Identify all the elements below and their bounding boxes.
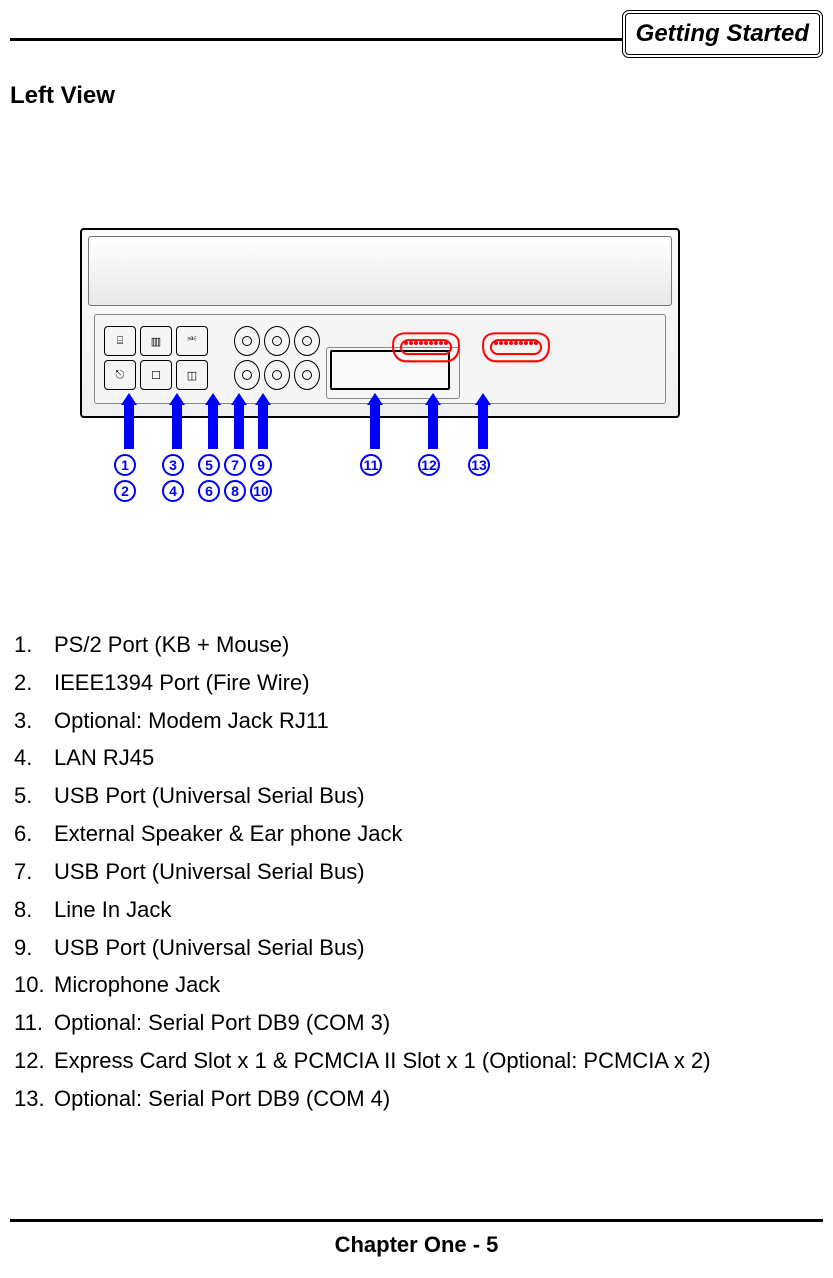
callout-arrow: [208, 403, 218, 449]
port-icon: ☐: [140, 360, 172, 390]
port-icon: ⎋: [104, 360, 136, 390]
list-item: 10.Microphone Jack: [14, 966, 711, 1004]
port-icon: ◫: [176, 360, 208, 390]
list-item-text: PS/2 Port (KB + Mouse): [54, 626, 289, 664]
list-item-number: 9.: [14, 929, 54, 967]
list-item-number: 3.: [14, 702, 54, 740]
serial-port-db9: [482, 332, 550, 362]
audio-jack-icon: [294, 360, 320, 390]
audio-jack-icon: [264, 360, 290, 390]
list-item-text: IEEE1394 Port (Fire Wire): [54, 664, 310, 702]
port-icon: ▥: [140, 326, 172, 356]
list-item-text: Express Card Slot x 1 & PCMCIA II Slot x…: [54, 1042, 711, 1080]
callout-arrow: [234, 403, 244, 449]
callout-arrow: [172, 403, 182, 449]
footer-page-label: Chapter One - 5: [0, 1232, 833, 1258]
list-item-number: 11.: [14, 1004, 54, 1042]
list-item-text: External Speaker & Ear phone Jack: [54, 815, 403, 853]
port-icon: ⎃: [176, 326, 208, 356]
list-item: 11.Optional: Serial Port DB9 (COM 3): [14, 1004, 711, 1042]
list-item: 4.LAN RJ45: [14, 739, 711, 777]
list-item-text: Optional: Modem Jack RJ11: [54, 702, 329, 740]
callout-arrow: [478, 403, 488, 449]
page: Getting Started Left View ⌸ ▥ ⎃ ⎋ ☐ ◫: [0, 0, 833, 1278]
list-item-text: Microphone Jack: [54, 966, 220, 1004]
list-item-text: USB Port (Universal Serial Bus): [54, 929, 365, 967]
callout-number: 3: [162, 454, 184, 476]
callout-arrow: [258, 403, 268, 449]
device-outline: ⌸ ▥ ⎃ ⎋ ☐ ◫: [80, 228, 680, 418]
callout-number: 4: [162, 480, 184, 502]
list-item-number: 13.: [14, 1080, 54, 1118]
list-item-text: Optional: Serial Port DB9 (COM 4): [54, 1080, 390, 1118]
callout-number: 13: [468, 454, 490, 476]
port-list: 1.PS/2 Port (KB + Mouse)2.IEEE1394 Port …: [14, 626, 711, 1118]
callout-number: 11: [360, 454, 382, 476]
header-chapter-label: Getting Started: [622, 10, 823, 58]
section-title: Left View: [10, 82, 115, 110]
callout-number: 1: [114, 454, 136, 476]
list-item: 9.USB Port (Universal Serial Bus): [14, 929, 711, 967]
serial-pins: [404, 341, 448, 353]
footer-rule: [10, 1219, 823, 1222]
callout-number: 12: [418, 454, 440, 476]
callout-number: 7: [224, 454, 246, 476]
list-item-number: 8.: [14, 891, 54, 929]
list-item-text: USB Port (Universal Serial Bus): [54, 777, 365, 815]
list-item-number: 6.: [14, 815, 54, 853]
callout-number: 5: [198, 454, 220, 476]
callout-number: 2: [114, 480, 136, 502]
serial-port-db9: [392, 332, 460, 362]
port-icon-grid: ⌸ ▥ ⎃ ⎋ ☐ ◫: [104, 326, 208, 390]
list-item-number: 4.: [14, 739, 54, 777]
list-item-text: USB Port (Universal Serial Bus): [54, 853, 365, 891]
left-view-diagram: ⌸ ▥ ⎃ ⎋ ☐ ◫: [80, 228, 680, 508]
list-item: 8.Line In Jack: [14, 891, 711, 929]
list-item-number: 12.: [14, 1042, 54, 1080]
device-top-edge: [88, 236, 672, 306]
audio-jack-grid: [234, 326, 320, 390]
list-item: 7.USB Port (Universal Serial Bus): [14, 853, 711, 891]
audio-jack-icon: [234, 326, 260, 356]
audio-jack-icon: [264, 326, 290, 356]
callout-arrow: [428, 403, 438, 449]
list-item-text: Optional: Serial Port DB9 (COM 3): [54, 1004, 390, 1042]
list-item: 12.Express Card Slot x 1 & PCMCIA II Slo…: [14, 1042, 711, 1080]
list-item-text: Line In Jack: [54, 891, 171, 929]
callout-number: 6: [198, 480, 220, 502]
list-item: 13.Optional: Serial Port DB9 (COM 4): [14, 1080, 711, 1118]
callout-number: 10: [250, 480, 272, 502]
serial-pins: [494, 341, 538, 353]
audio-jack-icon: [294, 326, 320, 356]
list-item-number: 1.: [14, 626, 54, 664]
port-icon: ⌸: [104, 326, 136, 356]
callout-arrow: [370, 403, 380, 449]
list-item: 5.USB Port (Universal Serial Bus): [14, 777, 711, 815]
list-item: 2.IEEE1394 Port (Fire Wire): [14, 664, 711, 702]
list-item: 1.PS/2 Port (KB + Mouse): [14, 626, 711, 664]
audio-jack-icon: [234, 360, 260, 390]
list-item: 6.External Speaker & Ear phone Jack: [14, 815, 711, 853]
list-item: 3.Optional: Modem Jack RJ11: [14, 702, 711, 740]
list-item-number: 7.: [14, 853, 54, 891]
list-item-number: 5.: [14, 777, 54, 815]
list-item-text: LAN RJ45: [54, 739, 154, 777]
callout-arrow: [124, 403, 134, 449]
callout-number: 8: [224, 480, 246, 502]
callout-number: 9: [250, 454, 272, 476]
list-item-number: 2.: [14, 664, 54, 702]
list-item-number: 10.: [14, 966, 54, 1004]
